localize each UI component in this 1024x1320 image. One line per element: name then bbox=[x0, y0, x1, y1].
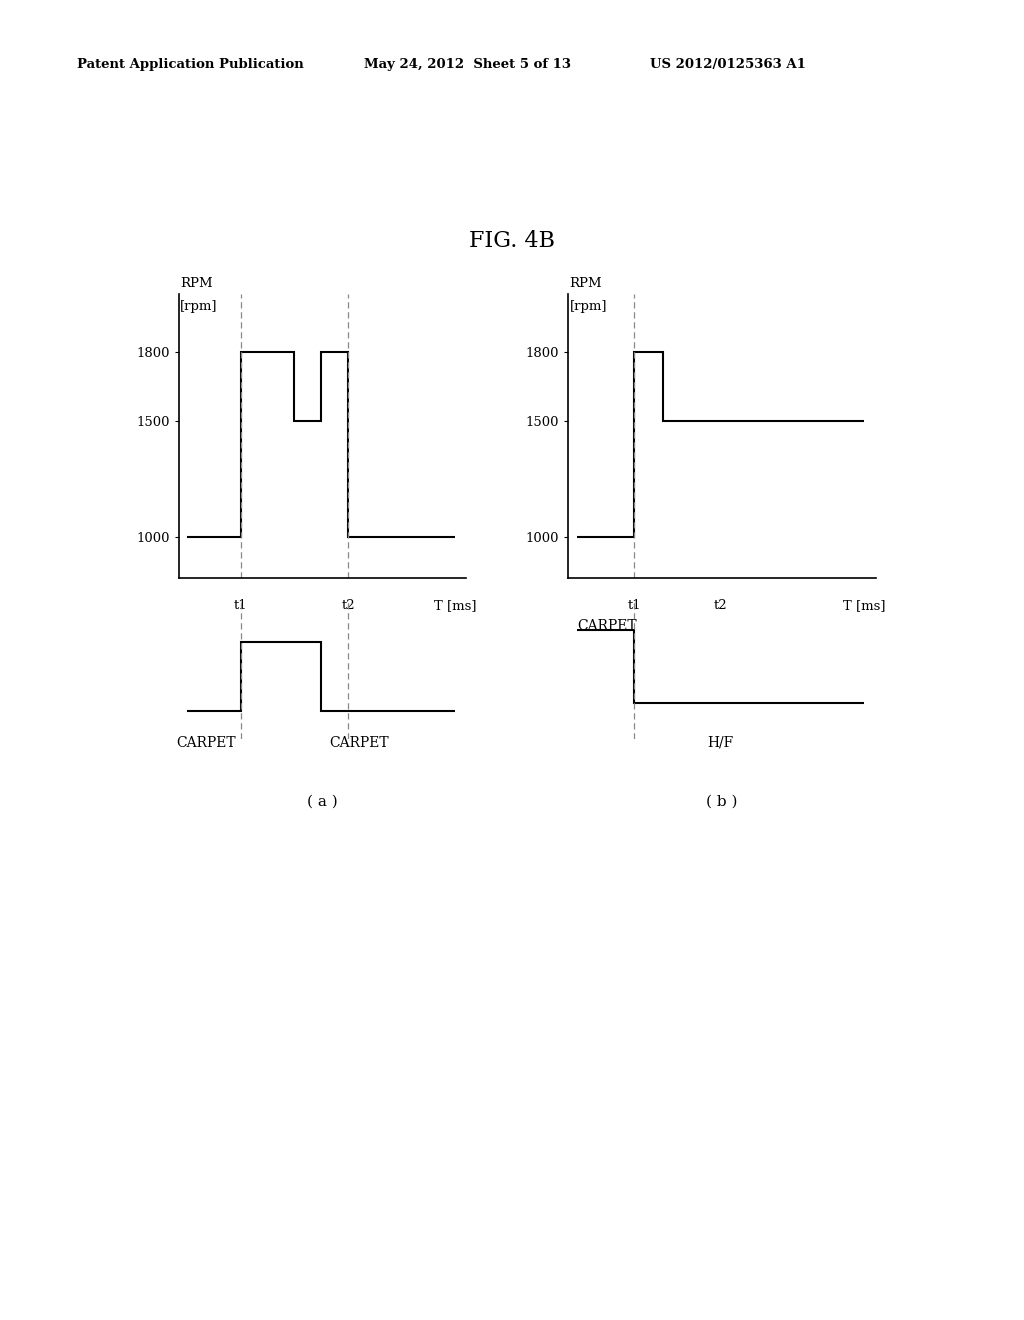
Text: RPM: RPM bbox=[180, 277, 213, 290]
Text: US 2012/0125363 A1: US 2012/0125363 A1 bbox=[650, 58, 806, 71]
Text: ( b ): ( b ) bbox=[707, 795, 737, 809]
Text: T [ms]: T [ms] bbox=[434, 599, 476, 612]
Text: May 24, 2012  Sheet 5 of 13: May 24, 2012 Sheet 5 of 13 bbox=[364, 58, 570, 71]
Text: t2: t2 bbox=[341, 599, 355, 612]
Text: [rpm]: [rpm] bbox=[569, 300, 607, 313]
Text: T [ms]: T [ms] bbox=[843, 599, 886, 612]
Text: RPM: RPM bbox=[569, 277, 602, 290]
Text: ( a ): ( a ) bbox=[307, 795, 338, 809]
Text: t2: t2 bbox=[714, 599, 727, 612]
Text: [rpm]: [rpm] bbox=[180, 300, 218, 313]
Text: FIG. 4B: FIG. 4B bbox=[469, 230, 555, 252]
Text: CARPET: CARPET bbox=[329, 735, 388, 750]
Text: t1: t1 bbox=[234, 599, 248, 612]
Text: H/F: H/F bbox=[708, 735, 733, 750]
Text: CARPET: CARPET bbox=[176, 735, 236, 750]
Text: CARPET: CARPET bbox=[577, 619, 637, 632]
Text: Patent Application Publication: Patent Application Publication bbox=[77, 58, 303, 71]
Text: t1: t1 bbox=[628, 599, 641, 612]
